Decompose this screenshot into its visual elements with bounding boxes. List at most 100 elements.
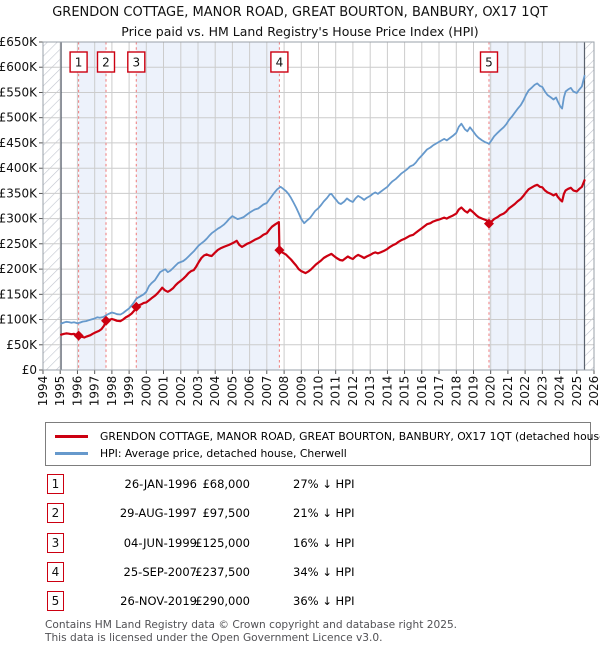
plot-border xyxy=(42,41,595,371)
ownership-shaded-band xyxy=(489,42,585,370)
sale-price: £290,000 xyxy=(195,594,250,608)
x-tick-label: 2007 xyxy=(260,376,274,407)
x-tick-label: 2016 xyxy=(415,376,429,407)
sale-vs-hpi: 21% ↓ HPI xyxy=(293,506,355,520)
sale-vs-hpi: 16% ↓ HPI xyxy=(293,536,355,550)
x-tick-label: 2015 xyxy=(398,376,412,407)
price-history-chart: £0 £50K £100K £150K £200K £250K £300K £350K £400… xyxy=(0,35,600,407)
y-tick-label: £100K xyxy=(0,313,38,327)
sale-number-box xyxy=(479,51,499,73)
x-tick-label: 1995 xyxy=(53,376,67,407)
sale-date: 26-NOV-2019 xyxy=(120,594,197,608)
page-title: GRENDON COTTAGE, MANOR ROAD, GREAT BOURT… xyxy=(52,5,548,20)
chart-legend: GRENDON COTTAGE, MANOR ROAD, GREAT BOURT… xyxy=(45,422,600,466)
x-tick-label: 2014 xyxy=(380,376,394,407)
x-tick-label: 1996 xyxy=(70,376,84,407)
sale-number: 5 xyxy=(485,56,493,70)
y-tick-label: £250K xyxy=(0,237,38,251)
x-tick-label: 2023 xyxy=(535,376,549,407)
sale-diamond-marker xyxy=(483,218,494,229)
ownership-shaded-band xyxy=(136,42,280,370)
legend-label: GRENDON COTTAGE, MANOR ROAD, GREAT BOURT… xyxy=(100,430,600,443)
sale-number-badge: 4 xyxy=(47,562,64,582)
sale-date: 04-JUN-1999 xyxy=(123,536,197,550)
x-tick-label: 2011 xyxy=(329,376,343,407)
sale-date: 26-JAN-1996 xyxy=(124,477,198,491)
sale-row: 5 26-NOV-2019 £290,000 36% ↓ HPI xyxy=(45,591,575,613)
x-tick-label: 1999 xyxy=(122,376,136,407)
y-tick-label: £500K xyxy=(0,111,38,125)
sale-price: £125,000 xyxy=(195,536,250,550)
no-data-hatch-region xyxy=(584,42,594,370)
sale-diamond-marker xyxy=(101,315,112,326)
y-tick-label: £350K xyxy=(0,186,38,200)
x-tick-label: 2018 xyxy=(449,376,463,407)
sale-price: £68,000 xyxy=(202,477,250,491)
x-tick-label: 1998 xyxy=(105,376,119,407)
no-data-hatch-region xyxy=(43,42,62,370)
sale-number-box xyxy=(270,51,289,73)
sale-number-badge: 3 xyxy=(47,533,64,553)
sale-diamond-marker xyxy=(73,330,84,341)
x-tick-label: 2003 xyxy=(191,376,205,407)
x-tick-label: 2002 xyxy=(174,376,188,407)
licence-line-1: Contains HM Land Registry data © Crown c… xyxy=(45,619,458,631)
sale-diamond-marker xyxy=(274,245,285,256)
x-tick-label: 2008 xyxy=(277,376,291,407)
sale-number-box xyxy=(127,51,146,73)
sale-number-badge: 5 xyxy=(47,591,64,611)
sale-date: 29-AUG-1997 xyxy=(119,506,197,520)
sale-row: 4 25-SEP-2007 £237,500 34% ↓ HPI xyxy=(45,562,575,584)
sale-number-badge: 1 xyxy=(47,474,64,494)
x-tick-label: 2024 xyxy=(553,376,567,407)
x-tick-label: 2006 xyxy=(243,376,257,407)
y-tick-label: £0 xyxy=(22,363,37,377)
hpi-line-swatch xyxy=(55,452,88,455)
y-tick-label: £50K xyxy=(6,338,38,352)
sale-number: 3 xyxy=(132,56,140,70)
x-tick-label: 2021 xyxy=(501,376,515,407)
legend-label: HPI: Average price, detached house, Cher… xyxy=(100,447,347,460)
x-tick-label: 2013 xyxy=(363,376,377,407)
x-tick-label: 2017 xyxy=(432,376,446,407)
y-tick-label: £450K xyxy=(0,136,38,150)
y-tick-label: £400K xyxy=(0,161,38,175)
legend-item-price-paid: GRENDON COTTAGE, MANOR ROAD, GREAT BOURT… xyxy=(55,428,600,445)
y-tick-label: £200K xyxy=(0,262,38,276)
x-tick-label: 2012 xyxy=(346,376,360,407)
sale-number-badge: 2 xyxy=(47,503,64,523)
sale-row: 3 04-JUN-1999 £125,000 16% ↓ HPI xyxy=(45,533,575,555)
sale-row: 1 26-JAN-1996 £68,000 27% ↓ HPI xyxy=(45,474,575,496)
price-paid-line xyxy=(59,179,586,339)
sale-vs-hpi: 36% ↓ HPI xyxy=(293,594,355,608)
x-tick-label: 1997 xyxy=(88,376,102,407)
x-tick-label: 2019 xyxy=(467,376,481,407)
hpi-line xyxy=(60,74,586,325)
x-tick-label: 2010 xyxy=(312,376,326,407)
x-tick-label: 2001 xyxy=(157,376,171,407)
ownership-shaded-band xyxy=(78,42,106,370)
sale-row: 2 29-AUG-1997 £97,500 21% ↓ HPI xyxy=(45,503,575,525)
x-tick-label: 2005 xyxy=(225,376,239,407)
sale-date: 25-SEP-2007 xyxy=(123,565,197,579)
x-tick-label: 2025 xyxy=(570,376,584,407)
y-tick-label: £650K xyxy=(0,35,38,49)
sale-price: £237,500 xyxy=(195,565,250,579)
sale-number: 4 xyxy=(276,56,284,70)
y-tick-label: £550K xyxy=(0,86,38,100)
licence-line-2: This data is licensed under the Open Gov… xyxy=(45,631,383,644)
sale-vs-hpi: 34% ↓ HPI xyxy=(293,565,355,579)
sale-number-box xyxy=(69,51,88,73)
x-tick-label: 2000 xyxy=(139,376,153,407)
sale-number-box xyxy=(96,51,116,73)
sale-price: £97,500 xyxy=(202,506,250,520)
x-tick-label: 2004 xyxy=(208,376,222,407)
sale-vs-hpi: 27% ↓ HPI xyxy=(293,477,355,491)
sale-number: 1 xyxy=(75,56,83,70)
sale-number: 2 xyxy=(102,56,110,70)
x-tick-label: 2026 xyxy=(587,376,600,407)
legend-item-hpi: HPI: Average price, detached house, Cher… xyxy=(55,445,590,462)
licence-footer: Contains HM Land Registry data © Crown c… xyxy=(45,619,457,644)
page-subtitle: Price paid vs. HM Land Registry's House … xyxy=(121,24,479,39)
